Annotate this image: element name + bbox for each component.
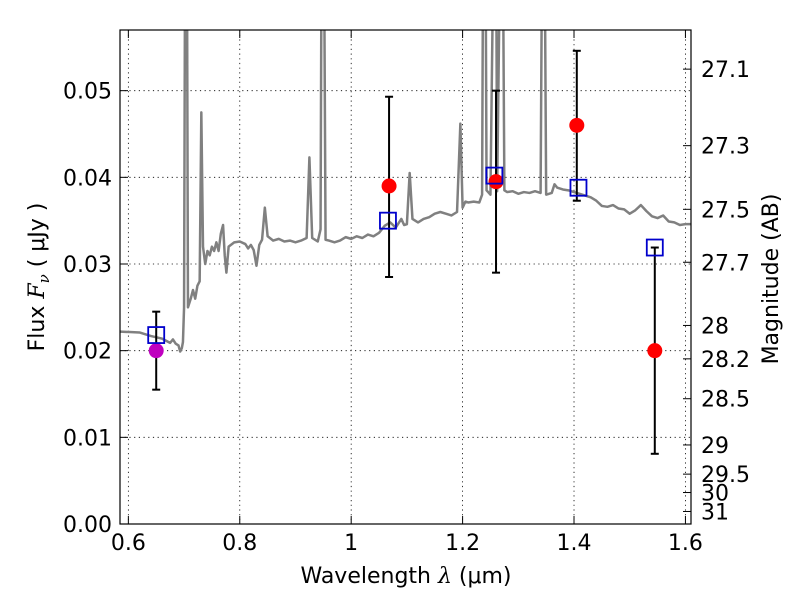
model-point	[147, 326, 166, 344]
magnitude-tick-label: 29.5	[701, 463, 750, 488]
y-tick-label: 0.00	[63, 513, 112, 538]
observed-point	[381, 178, 397, 194]
magnitude-tick-label: 30	[701, 482, 729, 507]
x-ticks: 0.6 0.8 1 1.2 1.4 1.6	[111, 30, 703, 556]
x-tick-label: 0.8	[222, 531, 257, 556]
observed-point	[569, 117, 585, 133]
model-point	[569, 178, 588, 197]
observed-points	[148, 117, 663, 359]
x-tick-label: 0.6	[111, 531, 146, 556]
magnitude-tick-label: 28.2	[701, 348, 750, 373]
x-axis-label: Wavelength λ (μm)	[300, 564, 511, 589]
magnitude-axis-label: Magnitude (AB)	[759, 194, 784, 365]
x-tick-label: 1.4	[557, 531, 592, 556]
magnitude-tick-label: 27.7	[701, 251, 750, 276]
y-ticks: 0.00 0.01 0.02 0.03 0.04 0.05	[63, 80, 128, 538]
model-point	[379, 211, 397, 230]
magnitude-tick-label: 27.3	[701, 135, 750, 160]
x-tick-label: 1.2	[445, 531, 480, 556]
magnitude-tick-label: 29	[701, 434, 729, 459]
magnitude-tick-label: 28	[701, 314, 729, 339]
y-tick-label: 0.04	[63, 166, 112, 191]
observed-point	[488, 174, 504, 190]
model-points	[147, 166, 664, 344]
magnitude-tick-label: 28.5	[701, 388, 750, 413]
plot-frame	[119, 29, 692, 525]
spectrum-line	[120, 30, 691, 353]
y-axis-label: Flux Fν ( μJy )	[25, 203, 53, 352]
observed-point	[148, 343, 164, 359]
x-tick-label: 1	[344, 531, 358, 556]
model-point	[645, 238, 664, 257]
grid	[120, 30, 691, 524]
magnitude-tick-label: 31	[701, 500, 729, 525]
model-point	[485, 166, 504, 185]
x-tick-label: 1.6	[668, 531, 703, 556]
y-tick-label: 0.01	[63, 426, 112, 451]
y-tick-label: 0.03	[63, 253, 112, 278]
y-tick-label: 0.05	[63, 80, 112, 105]
magnitude-tick-label: 27.1	[701, 58, 750, 83]
y-tick-label: 0.02	[63, 340, 112, 365]
observed-point	[647, 343, 663, 359]
magnitude-tick-label: 27.5	[701, 198, 750, 223]
spectrum-path	[120, 30, 691, 353]
